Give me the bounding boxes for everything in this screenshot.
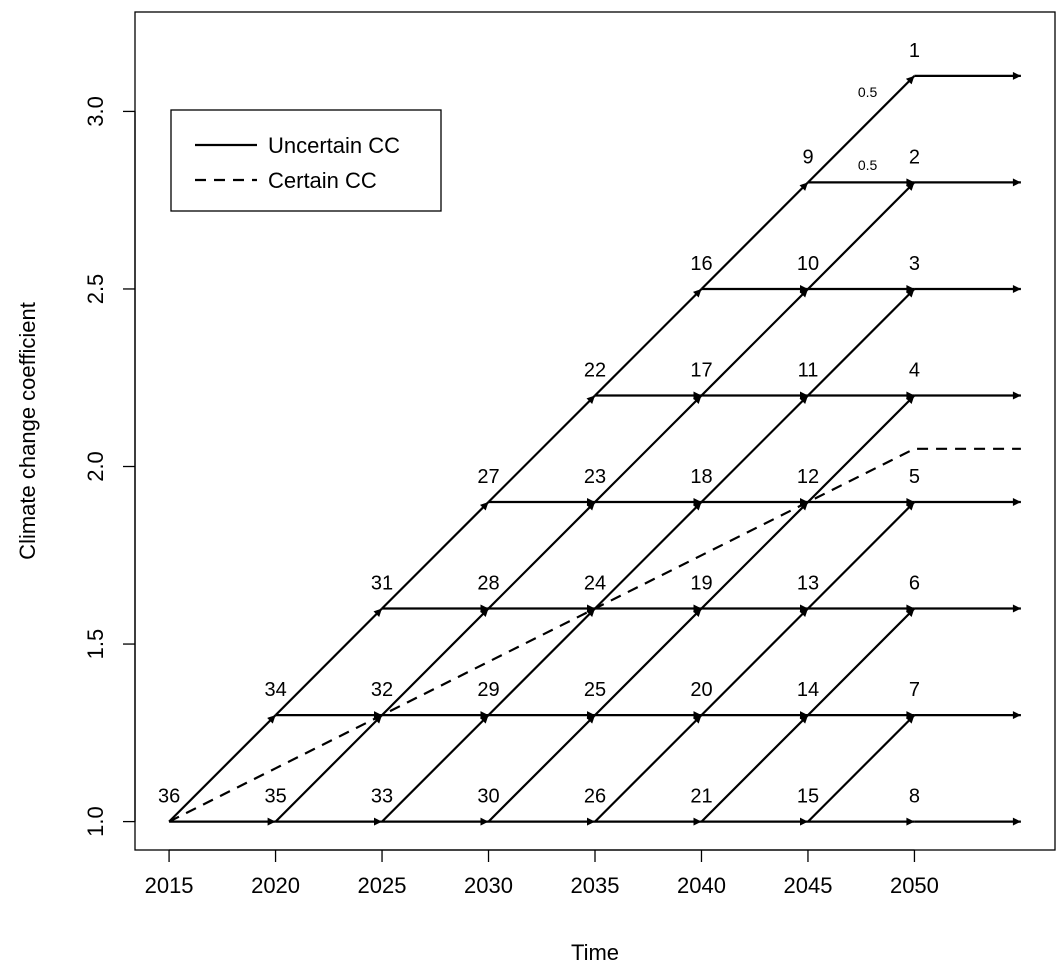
node-label-12: 12 [797, 466, 819, 488]
y-tick-label: 3.0 [83, 96, 108, 127]
x-tick-label: 2045 [783, 873, 832, 898]
edge-13-5 [807, 501, 916, 610]
edge-22-16 [594, 288, 703, 397]
node-label-17: 17 [690, 360, 712, 382]
edge-15-7 [807, 714, 916, 823]
node-label-14: 14 [797, 679, 819, 701]
legend: Uncertain CC Certain CC [170, 109, 442, 212]
y-axis: 1.0 1.5 2.0 2.5 3.0 [83, 96, 136, 837]
node-label-4: 4 [909, 360, 920, 382]
node-label-18: 18 [690, 466, 712, 488]
node-label-7: 7 [909, 679, 920, 701]
node-label-24: 24 [584, 573, 606, 595]
node-label-20: 20 [690, 679, 712, 701]
edge-32-28 [381, 607, 490, 716]
node-label-21: 21 [690, 786, 712, 808]
x-tick-label: 2030 [464, 873, 513, 898]
node-label-10: 10 [797, 253, 819, 275]
x-tick-label: 2050 [890, 873, 939, 898]
y-tick-label: 1.0 [83, 806, 108, 837]
legend-label-certain: Certain CC [268, 168, 377, 193]
y-tick-label: 1.5 [83, 629, 108, 660]
x-axis: 2015 2020 2025 2030 2035 2040 2045 2050 [145, 849, 939, 898]
edge-28-23 [487, 501, 596, 610]
x-tick-label: 2015 [145, 873, 194, 898]
probability-labels: 0.5 0.5 [858, 84, 878, 173]
edge-34-31 [274, 607, 383, 716]
edge-16-9 [700, 181, 809, 290]
node-label-29: 29 [477, 679, 499, 701]
y-tick-label: 2.0 [83, 451, 108, 482]
node-label-32: 32 [371, 679, 393, 701]
edge-17-10 [700, 288, 809, 397]
probability-label: 0.5 [858, 157, 878, 173]
edge-23-17 [594, 394, 703, 503]
node-label-13: 13 [797, 573, 819, 595]
edge-10-2 [807, 181, 916, 290]
edge-35-32 [274, 714, 383, 823]
node-label-6: 6 [909, 573, 920, 595]
node-label-16: 16 [690, 253, 712, 275]
edge-27-22 [487, 394, 596, 503]
node-label-9: 9 [802, 146, 813, 168]
legend-label-uncertain: Uncertain CC [268, 133, 400, 158]
edge-14-6 [807, 607, 916, 716]
edge-30-25 [487, 714, 596, 823]
y-tick-label: 2.5 [83, 274, 108, 305]
node-labels: 1234567891011121314151617181920212223242… [158, 40, 920, 808]
node-label-26: 26 [584, 786, 606, 808]
node-label-3: 3 [909, 253, 920, 275]
node-label-28: 28 [477, 573, 499, 595]
edge-21-14 [700, 714, 809, 823]
x-tick-label: 2035 [571, 873, 620, 898]
edge-26-20 [594, 714, 703, 823]
node-label-25: 25 [584, 679, 606, 701]
node-label-34: 34 [264, 679, 286, 701]
x-axis-title: Time [571, 940, 619, 965]
node-label-15: 15 [797, 786, 819, 808]
edge-20-13 [700, 607, 809, 716]
tree-edges [168, 71, 1021, 826]
node-label-5: 5 [909, 466, 920, 488]
edge-36-34 [168, 714, 277, 823]
edge-18-11 [700, 394, 809, 503]
certain-cc-line [168, 447, 1021, 823]
node-label-27: 27 [477, 466, 499, 488]
node-label-31: 31 [371, 573, 393, 595]
node-label-11: 11 [798, 360, 819, 382]
edge-31-27 [381, 501, 490, 610]
edge-9-1 [807, 75, 916, 184]
node-label-35: 35 [264, 786, 286, 808]
x-tick-label: 2025 [358, 873, 407, 898]
x-tick-label: 2020 [251, 873, 300, 898]
node-label-8: 8 [909, 786, 920, 808]
edge-25-19 [594, 607, 703, 716]
y-axis-title: Climate change coefficient [15, 302, 40, 560]
node-label-1: 1 [909, 40, 920, 62]
node-label-22: 22 [584, 360, 606, 382]
node-label-2: 2 [909, 146, 920, 168]
x-tick-label: 2040 [677, 873, 726, 898]
edge-29-24 [487, 607, 596, 716]
edge-33-29 [381, 714, 490, 823]
edge-19-12 [700, 501, 809, 610]
edge-12-4 [807, 394, 916, 503]
node-label-19: 19 [690, 573, 712, 595]
probability-label: 0.5 [858, 84, 878, 100]
edge-11-3 [807, 288, 916, 397]
node-label-30: 30 [477, 786, 499, 808]
node-label-36: 36 [158, 786, 180, 808]
node-label-23: 23 [584, 466, 606, 488]
legend-box [170, 109, 442, 212]
node-label-33: 33 [371, 786, 393, 808]
edge-24-18 [594, 501, 703, 610]
